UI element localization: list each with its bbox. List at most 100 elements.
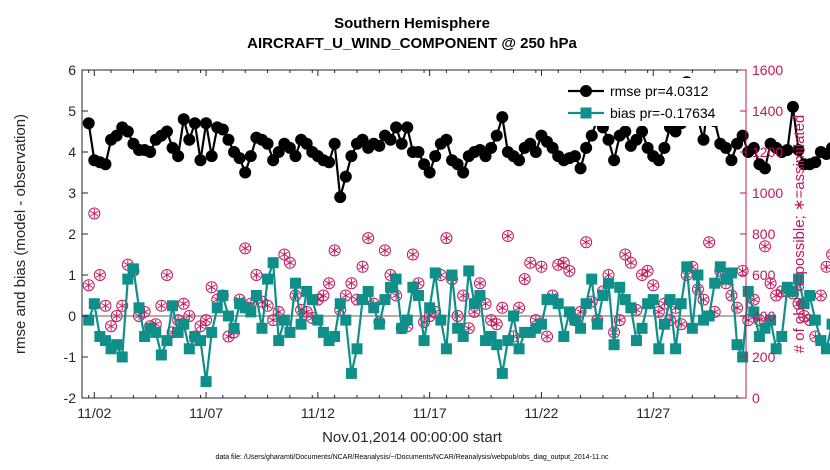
rmse-point xyxy=(390,121,403,134)
obs-possible-point xyxy=(580,236,593,249)
obs-assimilated-point xyxy=(442,233,451,243)
bias-point xyxy=(278,314,290,326)
bias-point xyxy=(709,277,721,289)
rmse-point xyxy=(440,133,453,146)
obs-assimilated-point xyxy=(319,291,328,300)
rmse-point xyxy=(82,117,95,130)
rmse-point xyxy=(373,139,386,152)
y-tick-label: 4 xyxy=(68,144,76,160)
obs-possible-point xyxy=(496,301,509,314)
obs-possible-point xyxy=(283,256,296,269)
obs-possible-point xyxy=(652,305,665,318)
rmse-point xyxy=(233,152,246,165)
legend: rmse pr=4.0312 bias pr=-0.17634 xyxy=(562,78,740,126)
bias-point xyxy=(250,290,262,301)
obs-assimilated-point xyxy=(101,301,110,311)
obs-possible-point xyxy=(764,277,777,290)
rmse-point xyxy=(731,137,744,150)
rmse-point xyxy=(328,137,341,150)
asterisk-stroke xyxy=(380,247,390,254)
asterisk-stroke xyxy=(157,303,166,309)
bias-point xyxy=(776,331,788,342)
bias-point xyxy=(753,331,765,342)
bias-point xyxy=(401,314,413,326)
bias-point xyxy=(720,273,732,285)
asterisk-stroke xyxy=(179,301,188,307)
rmse-point xyxy=(496,111,509,124)
bias-point xyxy=(396,322,408,334)
bias-point xyxy=(133,302,145,314)
asterisk-stroke xyxy=(565,268,574,274)
bias-point xyxy=(496,367,508,379)
asterisk-stroke xyxy=(811,333,820,340)
obs-possible-point xyxy=(239,242,252,255)
bias-point xyxy=(597,290,609,301)
y-right-tick-label: 1400 xyxy=(752,103,783,119)
obs-possible-point xyxy=(574,305,587,318)
obs-assimilated-point xyxy=(822,262,830,272)
obs-possible-point xyxy=(518,273,531,286)
obs-possible-point xyxy=(524,256,537,269)
bias-point xyxy=(630,335,642,347)
obs-assimilated-point xyxy=(90,209,99,218)
bias-point xyxy=(172,326,184,338)
y-axis-label: rmse and bias (model - observation) xyxy=(12,114,29,354)
axes xyxy=(81,69,747,399)
rmse-point xyxy=(652,154,665,167)
bias-point xyxy=(139,331,151,342)
obs-possible-point xyxy=(501,230,514,243)
obs-possible-point xyxy=(362,232,375,245)
asterisk-stroke xyxy=(185,313,194,319)
asterisk-stroke xyxy=(207,284,216,290)
bias-point xyxy=(155,349,167,361)
rmse-point xyxy=(239,166,252,179)
y-right-tick-label: 200 xyxy=(752,349,776,365)
rmse-point xyxy=(166,141,179,154)
bias-point xyxy=(558,331,570,342)
bias-point xyxy=(765,314,777,326)
obs-possible-point xyxy=(177,297,190,310)
rmse-point xyxy=(697,133,710,146)
asterisk-stroke xyxy=(140,309,149,315)
bias-point xyxy=(580,298,592,310)
bias-point xyxy=(513,343,525,355)
asterisk-stroke xyxy=(241,245,250,252)
asterisk-stroke xyxy=(514,305,524,311)
bias-point xyxy=(675,298,687,310)
obs-possible-point xyxy=(339,289,352,302)
obs-assimilated-point xyxy=(486,315,496,325)
asterisk-stroke xyxy=(492,321,501,327)
bias-point xyxy=(412,290,424,301)
y-right-tick-label: 800 xyxy=(752,226,776,242)
asterisk-stroke xyxy=(576,309,585,315)
chart-title: Southern Hemisphere xyxy=(334,15,490,32)
y-right-tick-label: 400 xyxy=(752,308,776,324)
rmse-point xyxy=(222,133,235,146)
bias-point xyxy=(575,322,587,334)
rmse-point xyxy=(401,121,414,134)
bias-point xyxy=(429,267,441,279)
asterisk-stroke xyxy=(84,282,93,288)
obs-possible-point xyxy=(731,301,744,314)
bias-point xyxy=(793,273,805,285)
rmse-point xyxy=(177,113,190,126)
bias-point xyxy=(122,273,134,285)
asterisk-stroke xyxy=(604,272,613,278)
bias-point xyxy=(351,343,363,355)
bias-point xyxy=(714,261,726,273)
bias-point xyxy=(206,326,218,338)
rmse-point xyxy=(267,154,280,167)
bias-point xyxy=(245,306,257,318)
rmse-point xyxy=(736,129,749,142)
obs-possible-point xyxy=(356,260,369,273)
rmse-point xyxy=(602,133,615,146)
asterisk-stroke xyxy=(503,233,513,239)
bias-point xyxy=(608,339,620,351)
bias-point xyxy=(301,285,313,297)
rmse-point xyxy=(580,141,593,154)
series-bias xyxy=(83,257,830,388)
bias-point xyxy=(591,318,603,330)
obs-possible-point xyxy=(183,310,196,322)
obs-assimilated-point xyxy=(704,237,714,247)
